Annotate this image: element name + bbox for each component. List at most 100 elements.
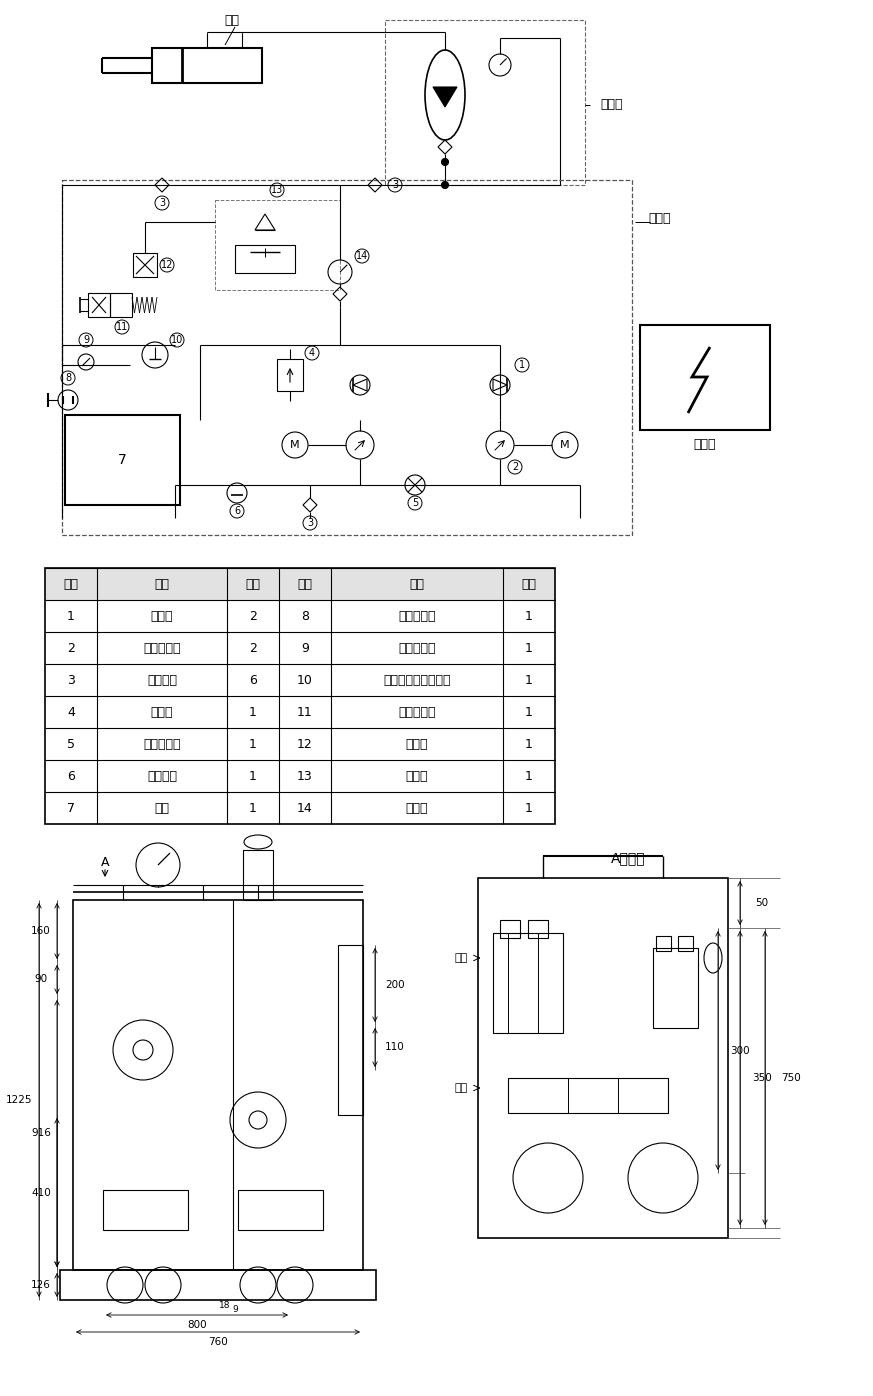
Text: 高压球阀: 高压球阀	[147, 673, 177, 687]
Bar	[385, 20, 585, 186]
Text: 1: 1	[249, 737, 257, 751]
Text: 2: 2	[249, 642, 257, 655]
Text: M: M	[290, 440, 299, 450]
Text: 空气滤清器: 空气滤清器	[398, 642, 436, 655]
Text: 2: 2	[67, 642, 75, 655]
Bar	[62, 180, 632, 535]
Text: 300: 300	[730, 1046, 750, 1055]
Text: 1: 1	[525, 737, 533, 751]
Text: 变量柱塞泵: 变量柱塞泵	[143, 642, 181, 655]
Text: 油口: 油口	[455, 953, 468, 963]
Bar	[338, 945, 363, 1115]
Text: 名称: 名称	[155, 578, 169, 591]
Text: 7: 7	[67, 801, 75, 814]
Bar	[277, 359, 303, 391]
Bar	[60, 1270, 376, 1300]
Text: A向视图: A向视图	[611, 852, 645, 866]
Text: 单向阀: 单向阀	[151, 610, 173, 623]
Text: 液压站: 液压站	[648, 212, 670, 225]
Text: 3: 3	[392, 180, 398, 190]
Text: 3: 3	[159, 198, 165, 208]
Text: 溢流阀: 溢流阀	[151, 705, 173, 719]
Bar	[478, 878, 728, 1238]
Text: 8: 8	[65, 373, 71, 383]
Text: 5: 5	[412, 498, 418, 508]
Text: 9: 9	[232, 1305, 237, 1315]
Polygon shape	[433, 87, 457, 107]
Text: 名称: 名称	[409, 578, 424, 591]
Text: 油缸: 油缸	[224, 14, 239, 27]
Text: 11: 11	[297, 705, 313, 719]
Bar	[640, 325, 770, 430]
Text: 10: 10	[171, 335, 183, 345]
Text: 2: 2	[249, 610, 257, 623]
Text: 电加热器: 电加热器	[147, 769, 177, 783]
Text: 9: 9	[83, 335, 89, 345]
Text: 油口: 油口	[455, 1083, 468, 1093]
Bar	[215, 200, 340, 290]
Bar	[45, 568, 555, 824]
Bar	[133, 253, 157, 276]
Text: 电磁换向阀: 电磁换向阀	[398, 705, 436, 719]
Bar	[45, 568, 555, 600]
Text: 3: 3	[307, 518, 313, 528]
Text: 数量: 数量	[521, 578, 537, 591]
Text: 1: 1	[525, 769, 533, 783]
Text: 160: 160	[31, 926, 51, 935]
Text: 800: 800	[187, 1321, 207, 1330]
Text: 1225: 1225	[6, 1094, 32, 1106]
Text: 2: 2	[512, 462, 518, 472]
Bar	[73, 900, 363, 1270]
Bar	[238, 1189, 323, 1230]
Text: A: A	[100, 857, 109, 870]
Bar	[653, 948, 698, 1027]
Text: 1: 1	[525, 673, 533, 687]
Text: 11: 11	[116, 322, 128, 332]
Text: 7: 7	[118, 452, 127, 468]
Bar	[103, 1189, 188, 1230]
Text: 350: 350	[753, 1074, 772, 1083]
Text: 126: 126	[31, 1280, 51, 1290]
Text: 6: 6	[234, 505, 240, 517]
Text: 410: 410	[31, 1188, 51, 1198]
Bar	[493, 933, 563, 1033]
Text: 750: 750	[781, 1074, 801, 1083]
Text: 14: 14	[356, 251, 368, 261]
Text: 200: 200	[385, 980, 405, 990]
Text: 12: 12	[161, 260, 173, 269]
Text: 3: 3	[67, 673, 75, 687]
Text: 节流阀: 节流阀	[406, 737, 429, 751]
Text: 电接点双金属温度计: 电接点双金属温度计	[383, 673, 450, 687]
Text: 18: 18	[219, 1301, 230, 1309]
Text: 液位液温计: 液位液温计	[398, 610, 436, 623]
Text: 8: 8	[301, 610, 309, 623]
Text: 10: 10	[297, 673, 313, 687]
Text: 油箱: 油箱	[155, 801, 169, 814]
Text: 1: 1	[525, 705, 533, 719]
Text: 9: 9	[301, 642, 309, 655]
Text: 90: 90	[34, 974, 47, 984]
Text: 13: 13	[297, 769, 313, 783]
Text: 6: 6	[249, 673, 257, 687]
Text: 过滤器: 过滤器	[406, 769, 429, 783]
Bar	[88, 293, 110, 317]
Text: 压力表: 压力表	[406, 801, 429, 814]
Text: 14: 14	[297, 801, 313, 814]
Text: 序号: 序号	[64, 578, 79, 591]
Text: 6: 6	[67, 769, 75, 783]
Text: 1: 1	[519, 360, 525, 370]
Bar	[65, 415, 180, 505]
Text: 数量: 数量	[245, 578, 260, 591]
Text: 5: 5	[67, 737, 75, 751]
Bar	[243, 850, 273, 900]
Text: 电控箱: 电控箱	[694, 438, 716, 451]
Text: 1: 1	[249, 705, 257, 719]
Text: 4: 4	[67, 705, 75, 719]
Text: 4: 4	[309, 348, 315, 357]
Bar	[528, 920, 548, 938]
Circle shape	[442, 181, 449, 188]
Text: 1: 1	[525, 642, 533, 655]
Bar	[678, 935, 693, 951]
Text: 1: 1	[67, 610, 75, 623]
Bar	[152, 47, 262, 82]
